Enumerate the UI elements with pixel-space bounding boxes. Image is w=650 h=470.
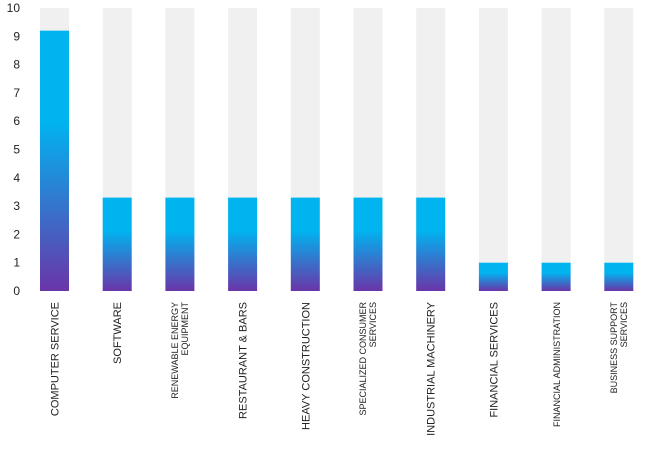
- y-tick-label: 3: [13, 199, 20, 213]
- bar: [353, 197, 383, 291]
- bar: [541, 262, 571, 291]
- x-tick-label: SPECIALIZED CONSUMERSERVICES: [358, 302, 378, 416]
- bar: [165, 197, 195, 291]
- y-tick-label: 2: [13, 227, 20, 241]
- y-tick-label: 10: [7, 1, 21, 15]
- bar: [102, 197, 132, 291]
- bar-track: [604, 8, 634, 291]
- x-tick-label: INDUSTRIAL MACHINERY: [426, 301, 438, 436]
- bar: [40, 30, 69, 291]
- bar: [416, 197, 446, 291]
- bar: [604, 262, 634, 291]
- bar: [478, 262, 508, 291]
- y-tick-label: 7: [13, 86, 20, 100]
- x-axis: COMPUTER SERVICE SOFTWARE RENEWABLE ENERGY…: [50, 301, 629, 436]
- y-tick-label: 9: [13, 29, 20, 43]
- bar-layer: [40, 30, 634, 291]
- x-tick-label: FINANCIAL SERVICES: [488, 302, 500, 418]
- x-tick-label: SOFTWARE: [112, 302, 124, 364]
- x-tick-label: RENEWABLE ENERGYEQUIPMENT: [170, 302, 190, 399]
- y-tick-label: 4: [13, 171, 20, 185]
- x-tick-label: HEAVY CONSTRUCTION: [300, 302, 312, 430]
- y-tick-label: 6: [13, 114, 20, 128]
- bar: [290, 197, 320, 291]
- bar-track: [478, 8, 508, 291]
- x-tick-label: RESTAURANT & BARS: [238, 302, 250, 419]
- y-tick-label: 5: [13, 143, 20, 157]
- y-tick-label: 8: [13, 58, 20, 72]
- y-tick-label: 0: [13, 284, 20, 298]
- bar: [228, 197, 258, 291]
- x-tick-label: BUSINESS SUPPORTSERVICES: [609, 301, 629, 393]
- y-axis: 0 1 2 3 4 5 6 7 8 9 10: [7, 1, 21, 298]
- x-tick-label: COMPUTER SERVICE: [50, 302, 62, 416]
- x-tick-label: FINANCIAL ADMINISTRATION: [552, 302, 562, 427]
- y-tick-label: 1: [13, 256, 20, 270]
- bar-track: [541, 8, 571, 291]
